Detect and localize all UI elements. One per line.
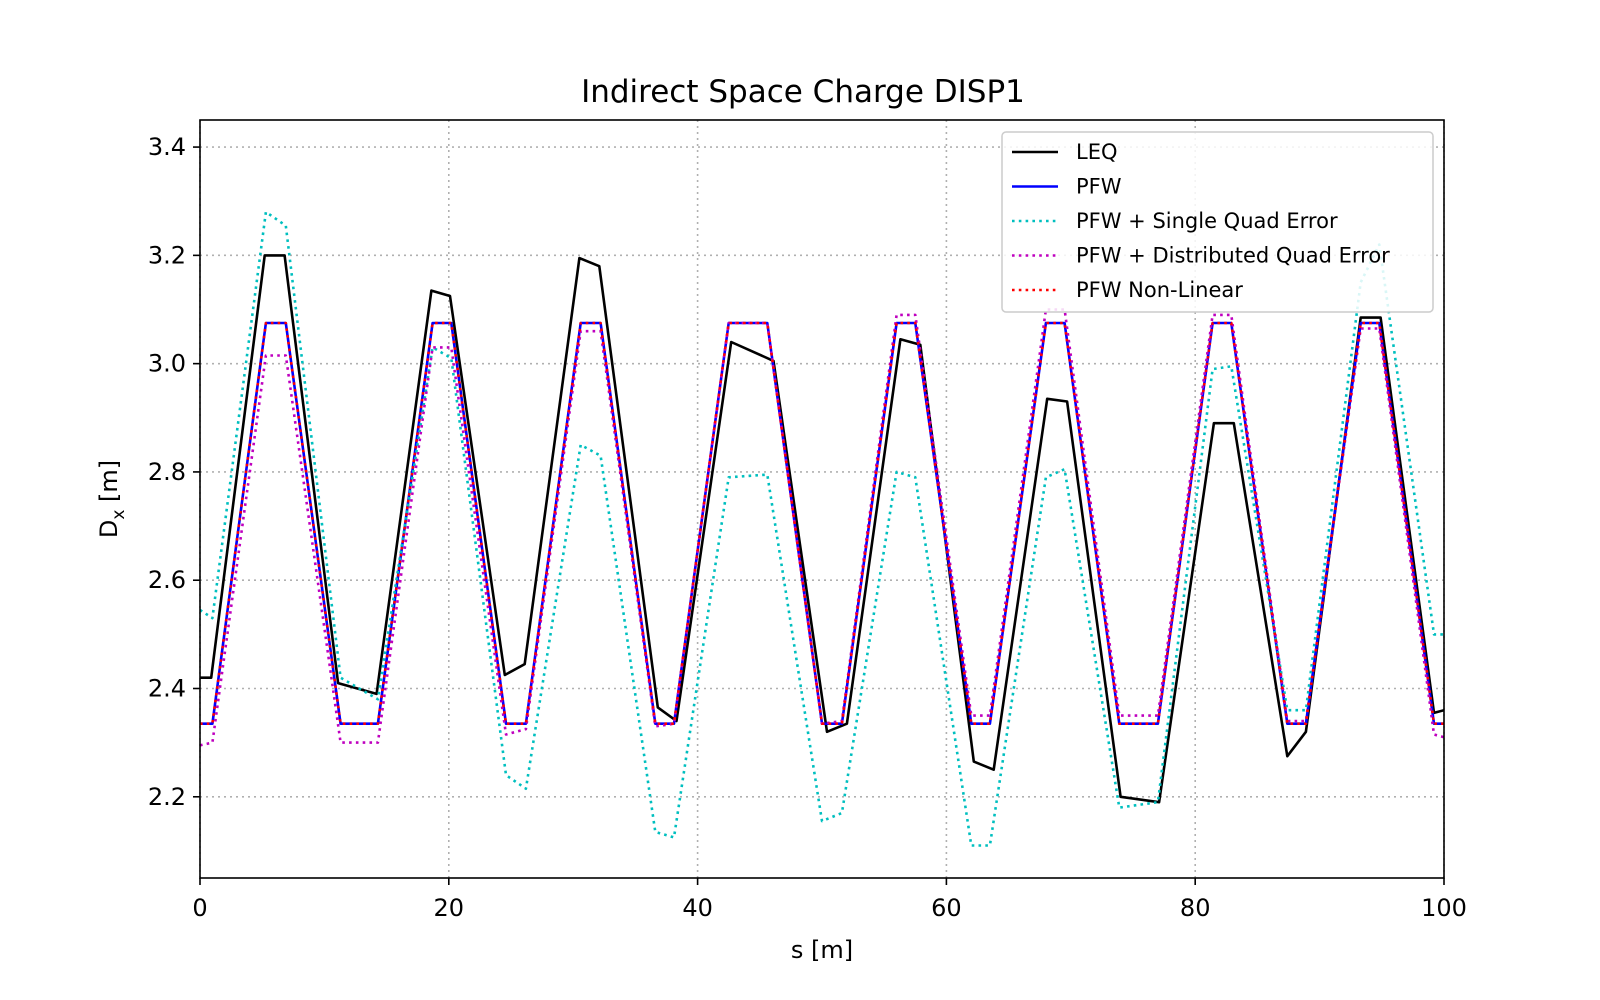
- series-line-pfw-single-quad-error: [200, 210, 1444, 847]
- y-axis-label-unit: [m]: [95, 460, 123, 510]
- y-tick-label: 3.4: [148, 133, 186, 161]
- y-tick-label: 2.4: [148, 675, 186, 703]
- y-axis: 2.2 2.4 2.6 2.8 3.0 3.2 3.4: [148, 133, 200, 811]
- y-axis-label-sub: x: [109, 510, 129, 520]
- legend-box: [1001, 131, 1434, 313]
- y-tick-label: 2.2: [148, 783, 186, 811]
- y-tick-label: 3.2: [148, 241, 186, 269]
- series-line-pfw: [200, 321, 1444, 726]
- x-tick-label: 40: [682, 894, 713, 922]
- x-tick-label: 100: [1421, 894, 1467, 922]
- x-tick-label: 0: [192, 894, 207, 922]
- y-tick-label: 3.0: [148, 350, 186, 378]
- series-line-leq: [200, 254, 1444, 804]
- y-tick-label: 2.8: [148, 458, 186, 486]
- y-axis-label-main: D: [95, 520, 123, 538]
- plot-area: [200, 210, 1444, 847]
- legend-label: PFW + Distributed Quad Error: [1076, 244, 1390, 268]
- x-tick-label: 80: [1180, 894, 1211, 922]
- x-axis-label: s [m]: [791, 936, 853, 964]
- legend: LEQ PFW PFW + Single Quad Error PFW + Distr…: [1001, 131, 1434, 313]
- x-tick-label: 20: [434, 894, 465, 922]
- chart-title: Indirect Space Charge DISP1: [581, 74, 1025, 110]
- legend-label: PFW + Single Quad Error: [1076, 209, 1338, 233]
- legend-label: LEQ: [1076, 140, 1118, 164]
- plot-frame: [199, 119, 1445, 879]
- x-tick-label: 60: [931, 894, 962, 922]
- x-axis: 0 20 40 60 80 100: [192, 878, 1467, 922]
- y-axis-label: Dx [m]: [95, 460, 129, 538]
- y-tick-label: 2.6: [148, 566, 186, 594]
- legend-label: PFW: [1076, 175, 1122, 199]
- series-layer: [200, 210, 1444, 847]
- legend-label: PFW Non-Linear: [1076, 278, 1243, 302]
